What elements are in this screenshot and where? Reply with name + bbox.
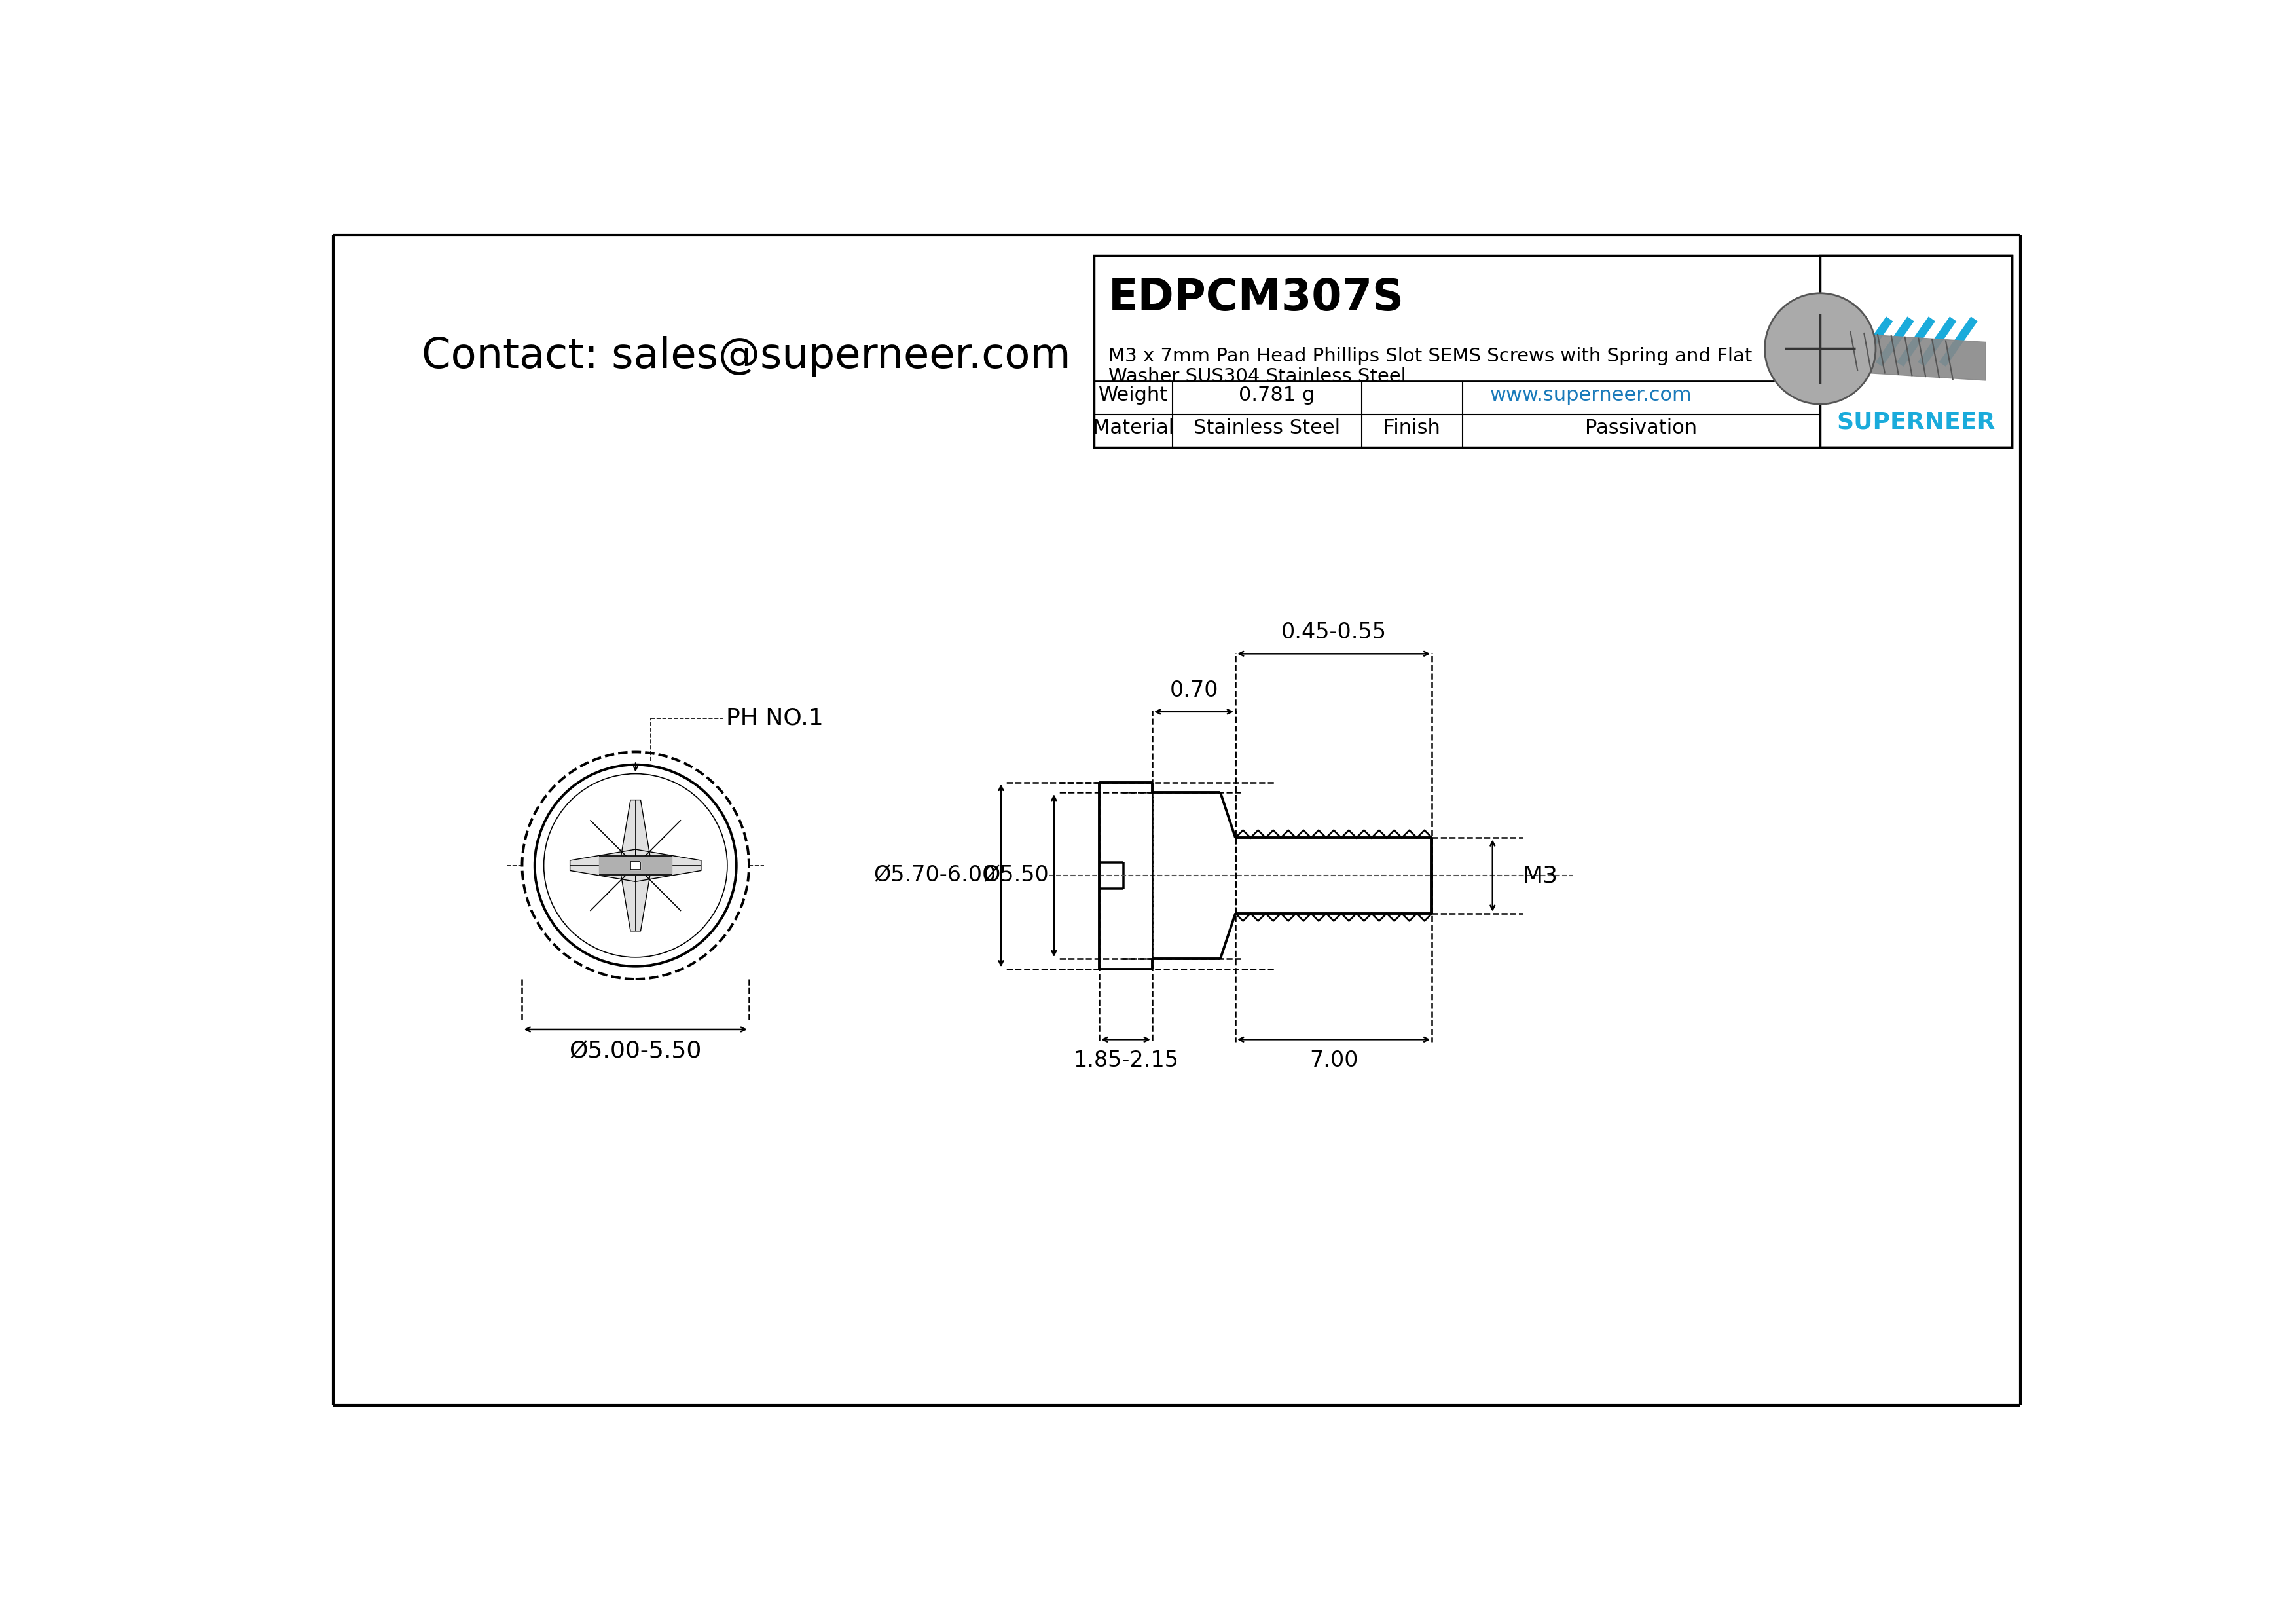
Polygon shape: [1825, 331, 1986, 380]
Text: Passivation: Passivation: [1584, 419, 1697, 437]
Bar: [1095, 255, 2011, 447]
Text: Washer SUS304 Stainless Steel: Washer SUS304 Stainless Steel: [1109, 367, 1405, 385]
Ellipse shape: [1766, 294, 1876, 404]
Text: Stainless Steel: Stainless Steel: [1194, 419, 1341, 437]
Text: www.superneer.com: www.superneer.com: [1490, 387, 1692, 404]
Text: Finish: Finish: [1384, 419, 1440, 437]
Text: Material: Material: [1093, 419, 1173, 437]
Text: M3: M3: [1522, 864, 1559, 887]
Text: Ø5.00-5.50: Ø5.00-5.50: [569, 1039, 703, 1062]
Polygon shape: [631, 861, 641, 869]
Polygon shape: [569, 849, 636, 882]
Polygon shape: [620, 866, 652, 931]
Text: 0.45-0.55: 0.45-0.55: [1281, 622, 1387, 643]
Text: 1.85-2.15: 1.85-2.15: [1072, 1049, 1178, 1072]
Polygon shape: [636, 849, 700, 882]
Text: 7.00: 7.00: [1309, 1049, 1359, 1072]
Text: PH NO.1: PH NO.1: [726, 706, 824, 729]
Bar: [1821, 255, 2011, 447]
Text: 0.70: 0.70: [1169, 680, 1219, 702]
Text: EDPCM307S: EDPCM307S: [1109, 276, 1405, 320]
Text: Ø5.70-6.00: Ø5.70-6.00: [872, 864, 996, 887]
Polygon shape: [620, 801, 652, 866]
Text: Weight: Weight: [1097, 387, 1169, 404]
Text: Ø5.50: Ø5.50: [983, 864, 1049, 887]
Polygon shape: [599, 856, 673, 875]
Text: SUPERNEER: SUPERNEER: [1837, 411, 1995, 434]
Text: Contact: sales@superneer.com: Contact: sales@superneer.com: [422, 336, 1070, 377]
Text: M3 x 7mm Pan Head Phillips Slot SEMS Screws with Spring and Flat: M3 x 7mm Pan Head Phillips Slot SEMS Scr…: [1109, 348, 1752, 365]
Text: 0.781 g: 0.781 g: [1240, 387, 1316, 404]
